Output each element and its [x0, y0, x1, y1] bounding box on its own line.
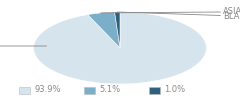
Text: BLACK: BLACK [117, 12, 240, 20]
Text: 1.0%: 1.0% [164, 86, 186, 94]
Text: WHITE: WHITE [0, 42, 47, 50]
Wedge shape [88, 12, 120, 48]
FancyBboxPatch shape [19, 86, 30, 94]
FancyBboxPatch shape [149, 86, 160, 94]
Text: 93.9%: 93.9% [35, 86, 61, 94]
FancyBboxPatch shape [84, 86, 95, 94]
Wedge shape [114, 12, 120, 48]
Wedge shape [34, 12, 206, 84]
Text: ASIAN: ASIAN [101, 7, 240, 16]
Text: 5.1%: 5.1% [100, 86, 121, 94]
